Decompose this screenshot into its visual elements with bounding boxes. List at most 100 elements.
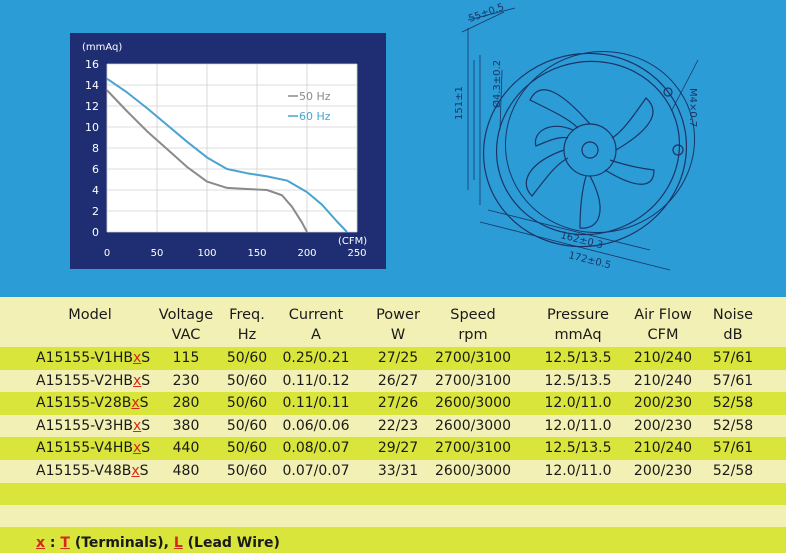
table-row	[0, 392, 786, 415]
power-cell: 22/23	[377, 417, 419, 434]
column-header: Model	[40, 305, 140, 325]
note-l: L	[173, 535, 183, 551]
voltage-cell: 380	[172, 417, 200, 434]
y-tick-label: 8	[92, 142, 99, 155]
table-row	[0, 347, 786, 370]
legend-entry: 50 Hz	[299, 90, 331, 103]
model-cell: A15155-V1HBxS	[36, 350, 151, 366]
speed-cell: 2700/3100	[435, 350, 511, 366]
model-cell: A15155-V3HBxS	[36, 417, 151, 434]
model-cell: A15155-V4HBxS	[36, 440, 151, 457]
power-cell: 26/27	[377, 372, 419, 389]
pressure-cell: 12.0/11.0	[544, 463, 612, 479]
column-header-line1: Power	[376, 307, 420, 323]
y-tick-label: 0	[92, 226, 99, 239]
speed-cell: 2600/3000	[435, 395, 511, 412]
column-header: Power W	[348, 305, 448, 345]
table-row	[0, 369, 786, 393]
current-cell: 0.11/0.12	[282, 372, 350, 389]
column-header-line2: rpm	[458, 327, 488, 343]
y-tick-label: 14	[85, 79, 99, 92]
airflow-cell: 210/240	[633, 350, 693, 366]
model-cell: A15155-V2HBxS	[36, 372, 151, 389]
column-header-line1: Pressure	[547, 307, 609, 323]
power-cell: 33/31	[377, 463, 419, 479]
noise-cell: 52/58	[712, 395, 754, 412]
voltage-cell: 440	[172, 440, 200, 457]
table-header-band	[0, 297, 786, 347]
pressure-cell: 12.5/13.5	[544, 350, 612, 366]
airflow-cell: 210/240	[633, 372, 693, 389]
noise-cell: 57/61	[712, 372, 754, 389]
airflow-cell: 200/230	[633, 417, 693, 434]
dim-screw-label: M4×0.7	[687, 88, 698, 127]
legend-entry: 60 Hz	[299, 110, 331, 123]
dim-left-label: 151±1	[454, 86, 465, 120]
note-t: T	[60, 535, 70, 551]
voltage-cell: 115	[172, 350, 200, 366]
speed-cell: 2700/3100	[435, 372, 511, 389]
note-l-text: (Lead Wire)	[182, 535, 280, 551]
freq-cell: 50/60	[226, 372, 268, 389]
y-tick-label: 2	[92, 205, 99, 218]
column-header: Freq. Hz	[197, 305, 297, 345]
airflow-cell: 200/230	[633, 395, 693, 412]
x-tick-label: 150	[247, 248, 266, 259]
performance-chart: 0 2 4 6 8 10 12 14 16 0 50 100 150 200 250 (mmAq) (CFM) 5…	[82, 42, 367, 259]
column-header-line2: dB	[723, 327, 743, 343]
note-colon: :	[45, 535, 61, 551]
note-t-text: (Terminals),	[69, 535, 174, 551]
y-tick-label: 4	[92, 184, 99, 197]
y-tick-label: 6	[92, 163, 99, 176]
column-header-line2: Hz	[237, 327, 257, 343]
voltage-cell: 280	[172, 395, 200, 412]
x-tick-label: 250	[347, 248, 366, 259]
dim-top-label: 55±0.5	[467, 2, 506, 25]
voltage-cell: 480	[172, 463, 200, 479]
speed-cell: 2600/3000	[435, 463, 511, 479]
performance-chart-panel: 0 2 4 6 8 10 12 14 16 0 50 100 150 200 250 (mmAq) (CFM) 5…	[70, 33, 386, 269]
empty-row-band	[0, 483, 786, 505]
speed-cell: 2600/3000	[435, 417, 511, 434]
x-axis-label: (CFM)	[338, 236, 367, 247]
current-cell: 0.07/0.07	[282, 463, 350, 479]
note-x: x	[36, 535, 46, 551]
column-header: Voltage VAC	[136, 305, 236, 345]
column-header: Noise dB	[683, 305, 783, 345]
pressure-cell: 12.0/11.0	[544, 395, 612, 412]
pressure-cell: 12.5/13.5	[544, 440, 612, 457]
power-cell: 27/26	[377, 395, 419, 412]
power-cell: 29/27	[377, 440, 419, 457]
y-tick-label: 12	[85, 100, 99, 113]
column-header-line2: CFM	[647, 327, 679, 343]
noise-cell: 52/58	[712, 417, 754, 434]
pressure-cell: 12.5/13.5	[544, 372, 612, 389]
freq-cell: 50/60	[226, 350, 268, 366]
airflow-cell: 200/230	[633, 463, 693, 479]
column-header-line1: Current	[288, 307, 344, 323]
freq-cell: 50/60	[226, 463, 268, 479]
spec-table: Model Voltage VAC Freq. Hz Current A Power W Spee…	[0, 297, 786, 553]
model-cell: A15155-V48BxS	[36, 463, 149, 479]
x-tick-label: 50	[151, 248, 164, 259]
freq-cell: 50/60	[226, 395, 268, 412]
dim-hole-label: Ø4.3±0.2	[491, 60, 503, 108]
current-cell: 0.11/0.11	[282, 395, 350, 412]
column-header-line2: A	[311, 327, 321, 343]
noise-cell: 57/61	[712, 350, 754, 366]
column-header: Pressure mmAq	[528, 305, 628, 345]
airflow-cell: 210/240	[633, 440, 693, 457]
column-header-line1: Air Flow	[634, 307, 692, 323]
fan-dimension-drawing: 55±0.5 151±1 Ø4.3±0.2 M4×0.7 162±0.3 172…	[454, 2, 699, 271]
column-header-line1: Model	[68, 307, 112, 323]
noise-cell: 52/58	[712, 463, 754, 479]
freq-cell: 50/60	[226, 440, 268, 457]
column-header: Air Flow CFM	[613, 305, 713, 345]
table-row	[0, 414, 786, 438]
speed-cell: 2700/3100	[435, 440, 511, 457]
power-cell: 27/25	[377, 350, 419, 366]
empty-row-band	[0, 505, 786, 527]
x-tick-label: 100	[197, 248, 216, 259]
column-header-line2: mmAq	[554, 327, 602, 343]
model-cell: A15155-V28BxS	[36, 395, 149, 412]
